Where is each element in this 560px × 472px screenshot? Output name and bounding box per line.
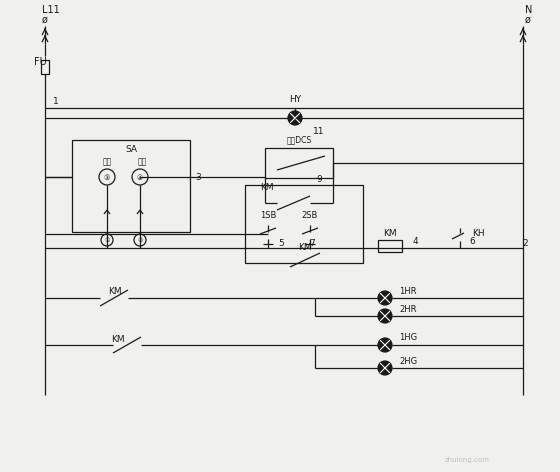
- Text: ②: ②: [137, 237, 143, 243]
- Bar: [72, 140, 190, 232]
- Bar: [41, 60, 49, 74]
- Text: 2HG: 2HG: [399, 356, 417, 365]
- Text: KH: KH: [472, 229, 484, 238]
- Circle shape: [378, 291, 392, 305]
- Text: ①: ①: [104, 237, 110, 243]
- Text: KM: KM: [111, 335, 125, 344]
- Text: KM: KM: [108, 287, 122, 296]
- Text: FU: FU: [34, 57, 46, 67]
- Text: 自动: 自动: [102, 158, 111, 167]
- Text: ø: ø: [42, 15, 48, 25]
- Text: 5: 5: [278, 238, 284, 247]
- Text: KM: KM: [383, 229, 397, 238]
- Text: 11: 11: [313, 127, 325, 136]
- Text: 来自DCS: 来自DCS: [286, 135, 311, 144]
- Text: KM: KM: [260, 183, 274, 192]
- Circle shape: [101, 234, 113, 246]
- Text: ø: ø: [525, 15, 531, 25]
- Circle shape: [378, 309, 392, 323]
- Text: 4: 4: [412, 237, 418, 246]
- Text: SA: SA: [125, 145, 137, 154]
- Circle shape: [378, 338, 392, 352]
- Text: 9: 9: [316, 175, 322, 184]
- Text: 2HR: 2HR: [399, 304, 417, 313]
- Text: N: N: [525, 5, 533, 15]
- Text: KM: KM: [298, 243, 312, 252]
- Text: 6: 6: [469, 237, 475, 246]
- Text: 2: 2: [522, 238, 528, 247]
- Text: ④: ④: [137, 175, 143, 181]
- Circle shape: [132, 169, 148, 185]
- Circle shape: [99, 169, 115, 185]
- Text: zhulong.com: zhulong.com: [445, 457, 490, 463]
- Circle shape: [134, 234, 146, 246]
- Circle shape: [378, 361, 392, 375]
- Bar: [378, 240, 402, 252]
- Text: 1HR: 1HR: [399, 287, 417, 295]
- Text: 7: 7: [309, 238, 315, 247]
- Bar: [265, 148, 333, 178]
- Text: 2SB: 2SB: [302, 211, 318, 219]
- Text: 1HG: 1HG: [399, 334, 417, 343]
- Text: L11: L11: [42, 5, 60, 15]
- Text: 1SB: 1SB: [260, 211, 276, 219]
- Text: HY: HY: [289, 95, 301, 104]
- Circle shape: [288, 111, 302, 125]
- Text: 1: 1: [53, 98, 59, 107]
- Text: 3: 3: [195, 172, 201, 182]
- Text: ③: ③: [104, 175, 110, 181]
- Text: 手动: 手动: [137, 158, 147, 167]
- Bar: [245, 185, 363, 263]
